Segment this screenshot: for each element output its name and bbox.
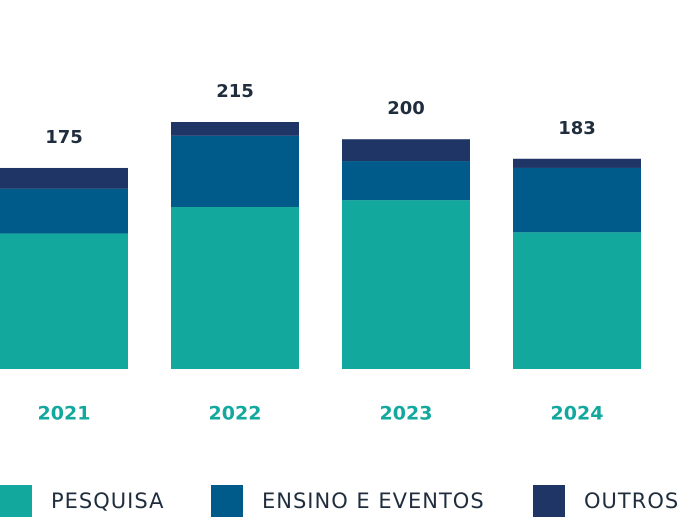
bar-segment xyxy=(171,207,299,369)
legend-label: PESQUISA xyxy=(51,489,164,513)
bar-segment xyxy=(0,167,128,189)
bar-segment xyxy=(171,135,299,208)
total-label: 183 xyxy=(558,118,596,139)
legend-swatch xyxy=(0,485,32,517)
bar-segment xyxy=(0,188,128,234)
total-label: 200 xyxy=(387,98,425,119)
x-tick-label: 2024 xyxy=(551,403,604,425)
x-tick-label: 2022 xyxy=(209,403,262,425)
total-label: 175 xyxy=(45,127,83,148)
bar-segment xyxy=(513,158,641,168)
legend-swatch xyxy=(533,485,565,517)
x-tick-label: 2021 xyxy=(38,403,91,425)
x-tick-label: 2023 xyxy=(380,403,433,425)
bar-segment xyxy=(513,232,641,369)
bar-segment xyxy=(342,139,470,162)
legend-swatch xyxy=(211,485,243,517)
bar-segment xyxy=(171,122,299,136)
legend-label: ENSINO E EVENTOS xyxy=(262,489,485,513)
bar-segment xyxy=(0,233,128,369)
legend-label: OUTROS xyxy=(584,489,679,513)
bar-segment xyxy=(342,161,470,201)
bar-segment xyxy=(513,167,641,233)
total-label: 215 xyxy=(216,81,254,102)
bar-segment xyxy=(342,200,470,369)
